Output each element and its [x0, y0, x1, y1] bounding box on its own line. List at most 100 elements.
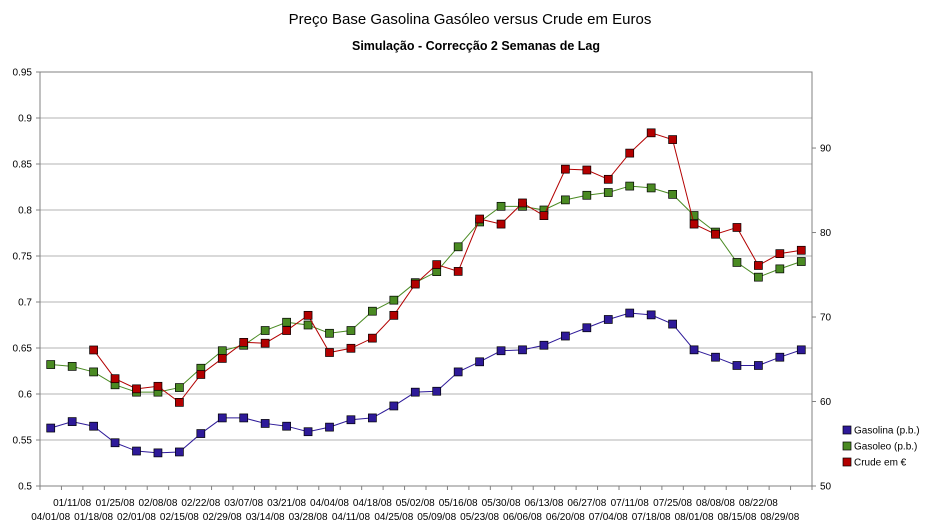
data-point: [410, 387, 420, 397]
y-left-tick-label: 0.75: [13, 252, 33, 263]
x-tick-label-bottom: 06/20/08: [546, 512, 585, 523]
data-point: [646, 310, 656, 320]
data-point: [689, 219, 699, 229]
data-point: [603, 315, 613, 324]
data-point: [453, 242, 463, 252]
data-point: [582, 165, 592, 175]
data-point: [239, 338, 249, 347]
plot-area: [39, 71, 813, 487]
data-point: [368, 413, 377, 423]
data-point: [217, 354, 227, 363]
data-point: [475, 357, 484, 367]
data-point: [732, 223, 742, 232]
y-left-tick-label: 0.6: [18, 390, 32, 401]
data-point: [711, 229, 720, 239]
data-point: [646, 128, 656, 138]
data-point: [754, 261, 763, 270]
data-point: [239, 413, 249, 423]
data-point: [175, 447, 184, 457]
legend-label: Gasoleo (p.b.): [854, 442, 917, 453]
data-point: [260, 338, 270, 348]
y-axis-left: 0.5 0.55 0.6 0.65 0.7 0.75 0.8 0.85 0.9 0.95: [13, 68, 40, 493]
data-point: [368, 333, 377, 343]
x-tick-label-bottom: 05/09/08: [417, 512, 456, 523]
x-tick-label-top: 02/22/08: [181, 498, 220, 509]
data-point: [217, 413, 227, 423]
data-point: [153, 381, 163, 391]
x-tick-label-top: 04/18/08: [353, 498, 392, 509]
series-layer: [46, 128, 806, 458]
x-tick-label-bottom: 05/23/08: [460, 512, 499, 523]
data-point: [711, 352, 720, 362]
data-point: [46, 423, 56, 433]
chart-subtitle: Simulação - Correcção 2 Semanas de Lag: [352, 39, 600, 53]
data-point: [496, 346, 506, 356]
data-point: [539, 340, 549, 350]
data-point: [389, 295, 399, 305]
data-point: [496, 219, 506, 229]
x-tick-label-top: 04/04/08: [310, 498, 349, 509]
data-point: [775, 264, 785, 274]
legend-swatch: [842, 425, 852, 435]
data-point: [518, 345, 527, 355]
x-tick-label-top: 05/30/08: [482, 498, 521, 509]
y-left-tick-label: 0.65: [13, 344, 33, 355]
data-point: [432, 386, 442, 396]
x-tick-label-top: 06/13/08: [524, 498, 563, 509]
data-point: [282, 421, 291, 431]
x-tick-label-bottom: 08/01/08: [675, 512, 714, 523]
x-tick-label-bottom: 07/04/08: [589, 512, 628, 523]
data-point: [153, 448, 163, 458]
x-tick-label-bottom: 04/01/08: [31, 512, 70, 523]
x-tick-label-top: 03/07/08: [224, 498, 263, 509]
x-tick-label-bottom: 04/11/08: [332, 512, 371, 523]
data-point: [110, 374, 120, 384]
data-point: [346, 326, 356, 335]
data-point: [389, 310, 399, 320]
data-point: [668, 319, 677, 329]
data-point: [260, 419, 270, 428]
data-point: [518, 198, 527, 208]
data-point: [89, 367, 98, 377]
data-point: [132, 384, 141, 394]
data-point: [668, 190, 677, 199]
series-line: [93, 132, 802, 404]
x-tick-label-bottom: 02/15/08: [160, 512, 199, 523]
x-tick-label-top: 07/25/08: [653, 498, 692, 509]
data-point: [775, 249, 785, 259]
x-tick-label-top: 01/25/08: [96, 498, 135, 509]
y-right-tick-label: 60: [820, 397, 832, 408]
data-point: [561, 195, 570, 205]
data-point: [603, 188, 613, 197]
data-point: [539, 211, 549, 220]
x-tick-label-top: 05/02/08: [396, 498, 435, 509]
y-left-tick-label: 0.55: [13, 436, 33, 447]
data-point: [625, 308, 635, 318]
y-left-tick-label: 0.85: [13, 160, 33, 171]
y-right-tick-label: 70: [820, 313, 832, 324]
x-tick-label-bottom: 06/06/08: [503, 512, 542, 523]
data-point: [46, 360, 56, 369]
x-tick-label-top: 03/21/08: [267, 498, 306, 509]
data-point: [561, 164, 570, 174]
data-point: [775, 352, 785, 362]
x-tick-label-bottom: 03/14/08: [246, 512, 285, 523]
y-axis-right: 50 60 70 80 90: [812, 144, 832, 493]
data-point: [368, 306, 377, 316]
legend-swatch: [842, 441, 852, 451]
x-tick-label-bottom: 03/28/08: [289, 512, 328, 523]
x-tick-label-top: 05/16/08: [439, 498, 478, 509]
x-tick-label-top: 07/11/08: [611, 498, 650, 509]
data-point: [325, 348, 334, 357]
y-left-tick-label: 0.9: [18, 114, 32, 125]
x-tick-label-top: 08/08/08: [696, 498, 735, 509]
data-point: [453, 367, 463, 377]
data-point: [582, 190, 592, 200]
data-point: [625, 148, 635, 158]
data-point: [260, 326, 270, 335]
legend: Gasolina (p.b.) Gasoleo (p.b.) Crude em €: [842, 425, 920, 469]
data-point: [754, 361, 763, 370]
x-tick-label-bottom: 07/18/08: [632, 512, 671, 523]
data-point: [796, 257, 806, 266]
